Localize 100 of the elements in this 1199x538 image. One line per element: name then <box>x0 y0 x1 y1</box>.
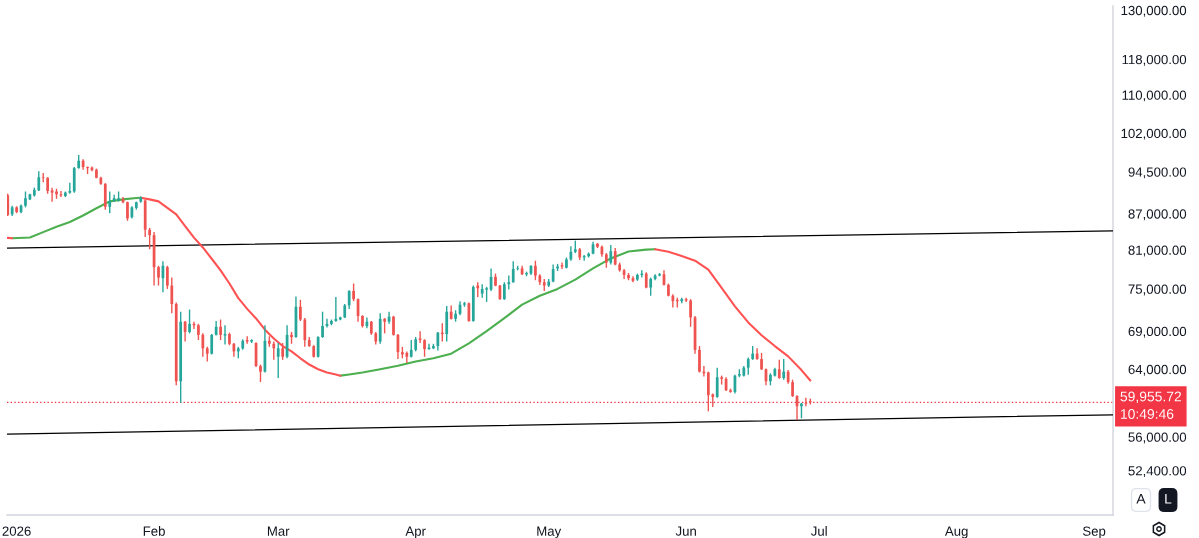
y-tick-label: 75,000.00 <box>1128 284 1187 296</box>
candlestick <box>15 205 18 214</box>
candlestick <box>259 363 262 383</box>
candlestick <box>126 200 129 222</box>
x-tick-label: Mar <box>267 526 290 536</box>
y-tick-label: 87,000.00 <box>1128 209 1187 221</box>
y-tick-label: 81,000.00 <box>1128 245 1187 257</box>
candlestick <box>290 331 293 345</box>
candlestick <box>502 281 506 301</box>
candlestick <box>485 286 488 303</box>
text: A <box>1136 494 1146 504</box>
x-tick-label: Sep <box>1082 526 1106 538</box>
candlestick <box>791 378 794 398</box>
candlestick <box>223 324 227 346</box>
ref-line-label: 59,955.72 10:49:46 <box>1120 391 1182 419</box>
candlestick <box>201 332 205 358</box>
candlestick <box>609 244 613 266</box>
candlestick <box>804 397 808 407</box>
candlestick <box>436 331 440 352</box>
candlestick <box>378 312 382 345</box>
candlestick <box>272 340 276 361</box>
y-tick-label: 110,000.00 <box>1122 90 1187 102</box>
candlestick <box>658 272 661 277</box>
candlestick <box>689 298 692 328</box>
candlestick <box>445 305 449 343</box>
candlestick <box>769 372 772 387</box>
candlestick <box>480 283 484 299</box>
candlestick <box>267 335 271 348</box>
candlestick <box>352 282 355 302</box>
y-tick-label: 69,000.00 <box>1128 326 1187 338</box>
x-tick-label: Feb <box>143 526 165 536</box>
candlestick <box>494 272 497 287</box>
candlestick <box>636 272 639 282</box>
candlestick <box>50 186 54 203</box>
candlestick <box>165 265 169 290</box>
candlestick <box>782 358 786 381</box>
x-tick-label: Apr <box>405 526 426 538</box>
candlestick <box>334 296 338 323</box>
y-tick-label: 118,000.00 <box>1122 54 1187 66</box>
candlestick <box>86 165 89 175</box>
candlestick <box>148 227 152 250</box>
candlestick <box>423 338 426 358</box>
candlestick <box>401 346 404 359</box>
x-tick-label: 2026 <box>2 526 31 536</box>
candlestick <box>299 299 302 322</box>
y-tick-label: 56,000.00 <box>1128 432 1187 444</box>
candlestick <box>454 309 457 323</box>
candlestick <box>392 315 395 337</box>
candlestick <box>604 252 608 269</box>
candlestick <box>596 242 599 249</box>
y-tick-label: 64,000.00 <box>1128 364 1187 376</box>
candlestick <box>706 370 710 413</box>
candlestick <box>347 289 351 310</box>
candlestick <box>7 193 10 217</box>
candlestick <box>303 317 307 348</box>
candlestick <box>627 272 630 281</box>
candlestick <box>64 190 67 198</box>
y-tick-label: 130,000.00 <box>1121 5 1187 17</box>
candlestick <box>760 352 763 371</box>
candlestick <box>715 366 719 399</box>
text: L <box>1165 494 1172 504</box>
candlestick <box>117 190 120 203</box>
candlestick <box>219 318 222 341</box>
candlestick <box>720 374 724 386</box>
candlestick <box>511 260 515 284</box>
candlestick <box>95 167 98 180</box>
y-tick-label: 52,400.00 <box>1128 466 1187 478</box>
x-tick-label: May <box>537 526 562 538</box>
candlestick <box>667 282 670 298</box>
candlestick <box>556 263 559 272</box>
y-tick-label: 102,000.00 <box>1121 128 1187 140</box>
candlestick <box>777 359 781 380</box>
candlestick <box>383 317 387 335</box>
candlestick <box>24 190 27 209</box>
candlestick <box>463 301 466 308</box>
candlestick <box>582 254 586 262</box>
candlestick <box>103 182 107 211</box>
candlestick <box>37 170 41 192</box>
y-tick-label: 94,500.00 <box>1128 167 1187 179</box>
candlestick <box>738 368 741 378</box>
candlestick <box>565 256 568 270</box>
candlestick <box>330 318 333 327</box>
candlestick <box>276 342 280 379</box>
x-tick-label: Aug <box>944 526 968 538</box>
candlestick <box>534 259 537 281</box>
candlestick <box>729 387 732 394</box>
x-tick-label: Jun <box>675 526 696 536</box>
x-tick-label: Jul <box>810 526 827 536</box>
candlestick <box>68 181 72 195</box>
candlestick <box>361 314 364 329</box>
candlestick <box>405 350 409 364</box>
candlestick <box>188 308 191 335</box>
candlestick <box>698 345 701 374</box>
candlestick <box>108 190 112 214</box>
candlestick <box>321 311 324 339</box>
candlestick <box>157 265 160 287</box>
candlestick <box>316 335 320 359</box>
candlestick <box>432 343 435 350</box>
candlestick <box>250 338 253 344</box>
candlestick <box>228 331 231 346</box>
